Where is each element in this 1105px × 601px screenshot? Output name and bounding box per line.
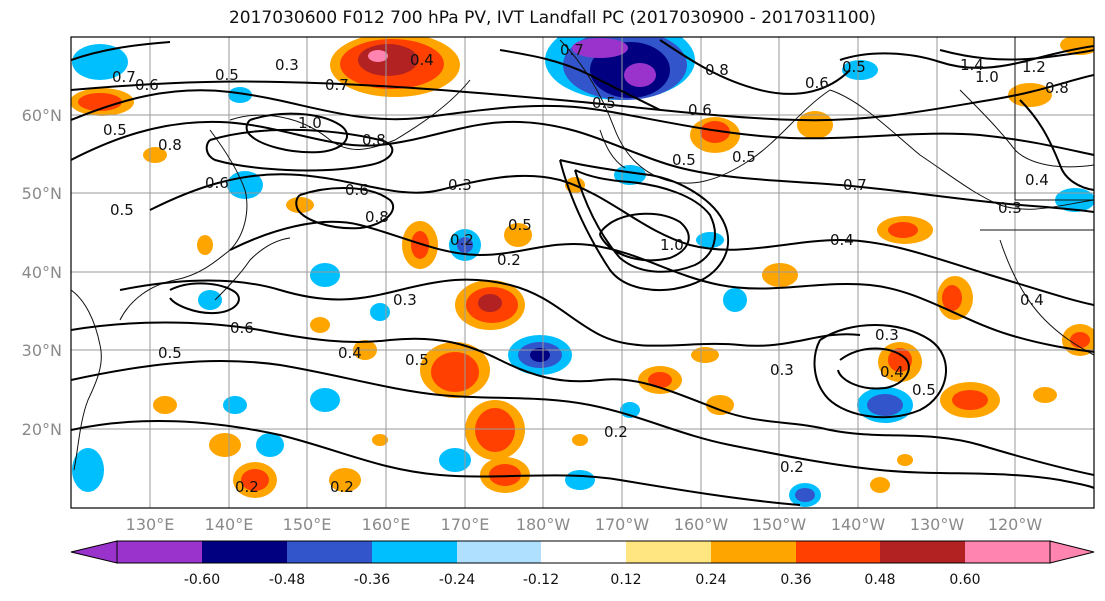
map-title: 2017030600 F012 700 hPa PV, IVT Landfall… xyxy=(228,8,876,28)
colorbar-segment xyxy=(202,541,287,563)
contour-label: 0.7 xyxy=(112,68,136,86)
colorbar-segment xyxy=(372,541,457,563)
colorbar-frame xyxy=(116,540,1051,564)
contour-label: 0.8 xyxy=(1045,79,1069,97)
contour-label: 1.0 xyxy=(975,68,999,86)
contour-label: 0.5 xyxy=(215,66,239,84)
colorbar-segment xyxy=(457,541,541,563)
contour-label: 0.5 xyxy=(158,344,182,362)
contour-label: 0.6 xyxy=(345,181,369,199)
contour-label: 0.5 xyxy=(405,351,429,369)
contour-label: 1.2 xyxy=(1022,58,1046,76)
colorbar-segment xyxy=(541,541,626,563)
latitude-labels: 60°N 50°N 40°N 30°N 20°N xyxy=(22,106,62,439)
contour-labels: 0.7 0.6 0.5 0.3 0.7 0.4 0.7 0.8 0.6 0.5 … xyxy=(103,41,1069,496)
contour-label: 0.3 xyxy=(275,56,299,74)
contour-label: 0.2 xyxy=(604,423,628,441)
contour-label: 0.5 xyxy=(732,148,756,166)
colorbar-tick-label: -0.36 xyxy=(354,572,390,588)
colorbar-tick-label: -0.48 xyxy=(269,572,305,588)
contour-label: 0.2 xyxy=(497,251,521,269)
colorbar-segment xyxy=(880,541,965,563)
lon-label: 150°W xyxy=(752,515,807,534)
contour-label: 1.0 xyxy=(660,236,684,254)
colorbar-tick-label: 0.60 xyxy=(949,572,980,588)
lon-label: 160°E xyxy=(362,515,411,534)
contour-label: 0.7 xyxy=(843,176,867,194)
contour-label: 0.7 xyxy=(560,41,584,59)
lon-label: 140°W xyxy=(831,515,886,534)
lat-label: 20°N xyxy=(22,420,62,439)
contour-label: 0.5 xyxy=(103,121,127,139)
colorbar-tick-label: -0.60 xyxy=(184,572,220,588)
colorbar-tick-label: 0.12 xyxy=(610,572,641,588)
contour-label: 0.4 xyxy=(1020,291,1044,309)
lon-label: 180°W xyxy=(516,515,571,534)
contour-label: 0.2 xyxy=(450,231,474,249)
colorbar-tick-label: 0.48 xyxy=(864,572,895,588)
contour-label: 0.6 xyxy=(230,319,254,337)
colorbar-tick-label: -0.24 xyxy=(439,572,475,588)
contour-label: 0.3 xyxy=(770,361,794,379)
contour-label: 0.8 xyxy=(705,61,729,79)
contour-label: 0.3 xyxy=(998,199,1022,217)
longitude-labels: 130°E 140°E 150°E 160°E 170°E 180°W 170°… xyxy=(126,515,1043,534)
contour-label: 0.5 xyxy=(110,201,134,219)
contour-label: 0.4 xyxy=(338,344,362,362)
lat-label: 50°N xyxy=(22,184,62,203)
contour-label: 0.4 xyxy=(830,231,854,249)
contour-label: 0.7 xyxy=(325,76,349,94)
colorbar-tick-label: -0.12 xyxy=(523,572,559,588)
colorbar-min-arrow xyxy=(70,540,118,564)
contour-label: 0.5 xyxy=(842,58,866,76)
contour-label: 0.8 xyxy=(158,136,182,154)
contour-label: 0.5 xyxy=(672,151,696,169)
contour-label: 0.2 xyxy=(330,478,354,496)
contour-label: 0.2 xyxy=(235,478,259,496)
lat-label: 30°N xyxy=(22,341,62,360)
pv-contours xyxy=(71,39,1094,506)
contour-label: 0.3 xyxy=(448,176,472,194)
colorbar-tick-label: 0.36 xyxy=(780,572,811,588)
contour-label: 0.6 xyxy=(688,101,712,119)
lon-label: 130°W xyxy=(910,515,965,534)
contour-label: 0.5 xyxy=(912,381,936,399)
lon-label: 160°W xyxy=(674,515,729,534)
contour-label: 0.8 xyxy=(362,131,386,149)
contour-label: 0.4 xyxy=(410,51,434,69)
lat-label: 60°N xyxy=(22,106,62,125)
colorbar-segment xyxy=(711,541,796,563)
contour-label: 0.6 xyxy=(205,174,229,192)
lon-label: 140°E xyxy=(205,515,254,534)
colorbar-tick-label: 0.24 xyxy=(695,572,726,588)
map-border xyxy=(70,36,1095,509)
contour-label: 1.0 xyxy=(298,114,322,132)
contour-label: 0.4 xyxy=(1025,171,1049,189)
contour-label: 0.4 xyxy=(880,363,904,381)
contour-label: 0.3 xyxy=(875,326,899,344)
lon-label: 170°E xyxy=(441,515,490,534)
lon-label: 120°W xyxy=(988,515,1043,534)
contour-label: 0.5 xyxy=(592,94,616,112)
contour-label: 1.4 xyxy=(960,56,984,74)
contour-label: 0.3 xyxy=(393,291,417,309)
colorbar-segment xyxy=(287,541,372,563)
contour-label: 0.8 xyxy=(365,208,389,226)
colorbar-max-arrow xyxy=(1049,540,1095,564)
lat-label: 40°N xyxy=(22,263,62,282)
contour-label: 0.6 xyxy=(805,74,829,92)
colorbar: -0.60 -0.48 -0.36 -0.24 -0.12 0.12 0.24 … xyxy=(70,540,1095,588)
colorbar-segment xyxy=(965,541,1050,563)
contour-label: 0.6 xyxy=(135,76,159,94)
contour-label: 0.5 xyxy=(508,216,532,234)
lon-label: 170°W xyxy=(595,515,650,534)
pv-shading xyxy=(71,37,1094,507)
contour-label: 0.2 xyxy=(780,458,804,476)
colorbar-segment xyxy=(626,541,711,563)
lon-label: 130°E xyxy=(126,515,175,534)
lon-label: 150°E xyxy=(283,515,332,534)
colorbar-segment xyxy=(117,541,202,563)
colorbar-segment xyxy=(796,541,880,563)
